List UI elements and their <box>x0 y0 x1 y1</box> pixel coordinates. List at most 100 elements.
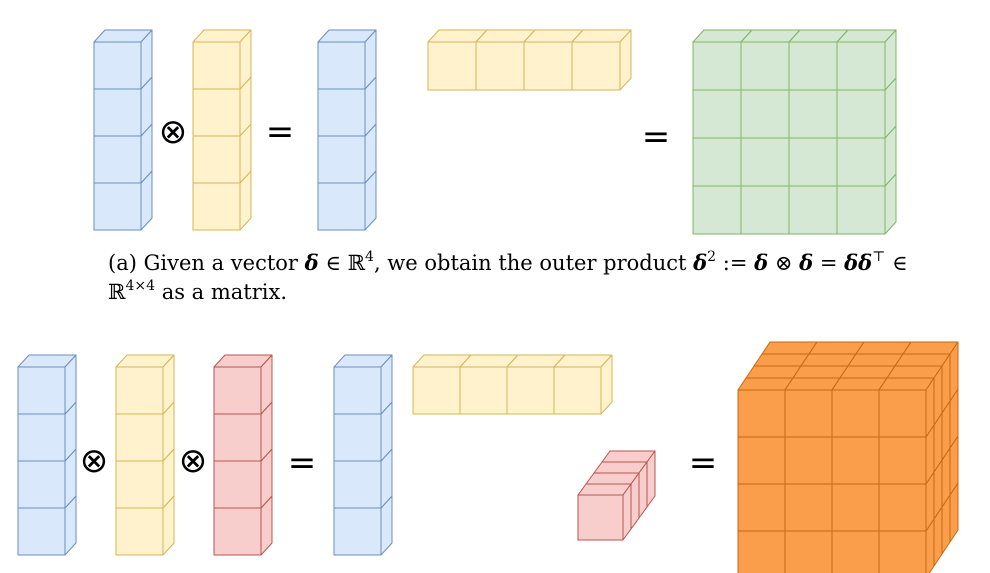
cube-front-face <box>577 494 624 541</box>
cube-top-face <box>800 353 857 367</box>
cube-front-face <box>878 530 927 573</box>
cube-top-face <box>753 353 810 367</box>
cube-top-face <box>577 483 632 496</box>
equals-operator-b-1: = <box>288 443 317 483</box>
cube-front-face <box>740 89 790 139</box>
otimes-symbol: ⊗ <box>774 251 793 275</box>
vector-delta-blue-b <box>17 354 77 556</box>
delta-symbol-2: δ <box>693 250 708 275</box>
cube-front-face <box>831 389 880 438</box>
cube-front-face <box>317 135 366 184</box>
cube-front-face <box>115 413 164 462</box>
cube-front-face <box>788 89 838 139</box>
cube-top-face <box>839 365 896 379</box>
cube-top-face <box>847 353 904 367</box>
vector-delta-red-b <box>213 354 273 556</box>
caption-text-1: Given a vector <box>143 251 298 275</box>
cube-front-face <box>740 41 790 91</box>
cube-front-face <box>115 460 164 509</box>
cube-front-face <box>784 530 833 573</box>
row-vector-yellow-b <box>412 354 613 415</box>
operators: ⊗ = = ⊗ ⊗ = = <box>80 112 718 483</box>
cube-top-face <box>855 341 912 355</box>
cube-top-face <box>745 365 802 379</box>
transpose-exponent: ⊤ <box>872 249 886 265</box>
cube-front-face <box>737 530 786 573</box>
column-vector-blue-b <box>333 354 393 556</box>
cube-front-face <box>317 88 366 137</box>
cube-front-face <box>192 88 241 137</box>
delta-symbol-4: δ <box>799 250 814 275</box>
cube-front-face <box>784 436 833 485</box>
cube-front-face <box>740 185 790 235</box>
cube-top-face <box>831 377 888 391</box>
cube-front-face <box>553 366 602 415</box>
cube-front-face <box>93 182 142 231</box>
cube-top-face <box>761 341 818 355</box>
equals-operator-a-2: = <box>642 117 671 157</box>
cube-front-face <box>333 507 382 556</box>
vector-delta-blue <box>93 29 153 231</box>
figure-a-caption: (a) Given a vector δ ∈ ℝ 4, we obtain the… <box>108 248 908 307</box>
row-vector-yellow <box>427 29 632 91</box>
equals-operator-b-2: = <box>689 443 718 483</box>
square-exponent: 2 <box>707 249 717 265</box>
caption-text-3: as a matrix. <box>161 280 288 304</box>
caption-line-1: (a) Given a vector δ ∈ ℝ4, we obtain the… <box>108 248 908 278</box>
dimension-exponent: 4 <box>365 249 374 265</box>
equals-symbol: = <box>819 251 838 275</box>
cube-front-face <box>475 41 525 91</box>
cube-front-face <box>836 89 886 139</box>
delta-symbol-3: δ <box>754 250 769 275</box>
cube-front-face <box>213 507 262 556</box>
outer-product-tensor <box>737 341 959 573</box>
cube-front-face <box>17 460 66 509</box>
cube-front-face <box>692 89 742 139</box>
cube-front-face <box>17 413 66 462</box>
cube-front-face <box>831 483 880 532</box>
cube-top-face <box>878 377 935 391</box>
cube-front-face <box>213 366 262 415</box>
cube-front-face <box>788 41 838 91</box>
cube-front-face <box>333 413 382 462</box>
cube-front-face <box>571 41 621 91</box>
caption-label: (a) <box>108 251 137 275</box>
element-of-symbol-2: ∈ <box>892 251 908 275</box>
cube-front-face <box>459 366 508 415</box>
cube-front-face <box>333 366 382 415</box>
cube-top-face <box>601 450 656 463</box>
cube-front-face <box>506 366 555 415</box>
cube-top-face <box>784 377 841 391</box>
cube-front-face <box>192 41 241 90</box>
cube-front-face <box>784 483 833 532</box>
cube-front-face <box>192 182 241 231</box>
cube-top-face <box>585 472 640 485</box>
element-of-symbol: ∈ <box>325 251 341 275</box>
cube-front-face <box>788 185 838 235</box>
cube-front-face <box>93 135 142 184</box>
cube-front-face <box>836 137 886 187</box>
cube-top-face <box>808 341 865 355</box>
cube-front-face <box>740 137 790 187</box>
cube-top-face <box>902 341 959 355</box>
delta-symbol: δ <box>304 250 319 275</box>
outer-product-vector-figure <box>93 29 897 235</box>
otimes-operator-b-2: ⊗ <box>179 441 208 481</box>
caption-text-2: , we obtain the outer product <box>373 251 687 275</box>
reals-symbol-2: ℝ <box>108 280 126 304</box>
cube-front-face <box>192 135 241 184</box>
matrix-dimension-exponent: 4×4 <box>125 278 155 294</box>
cube-front-face <box>333 460 382 509</box>
column-vector-blue <box>317 29 377 231</box>
cube-front-face <box>115 366 164 415</box>
cube-front-face <box>213 413 262 462</box>
cube-front-face <box>692 185 742 235</box>
cube-front-face <box>788 137 838 187</box>
cube-front-face <box>831 436 880 485</box>
outer-product-tensor-figure <box>17 341 959 573</box>
cube-top-face <box>593 461 648 474</box>
cube-front-face <box>878 436 927 485</box>
cube-front-face <box>831 530 880 573</box>
defeq-symbol: := <box>722 251 748 275</box>
cube-front-face <box>836 185 886 235</box>
